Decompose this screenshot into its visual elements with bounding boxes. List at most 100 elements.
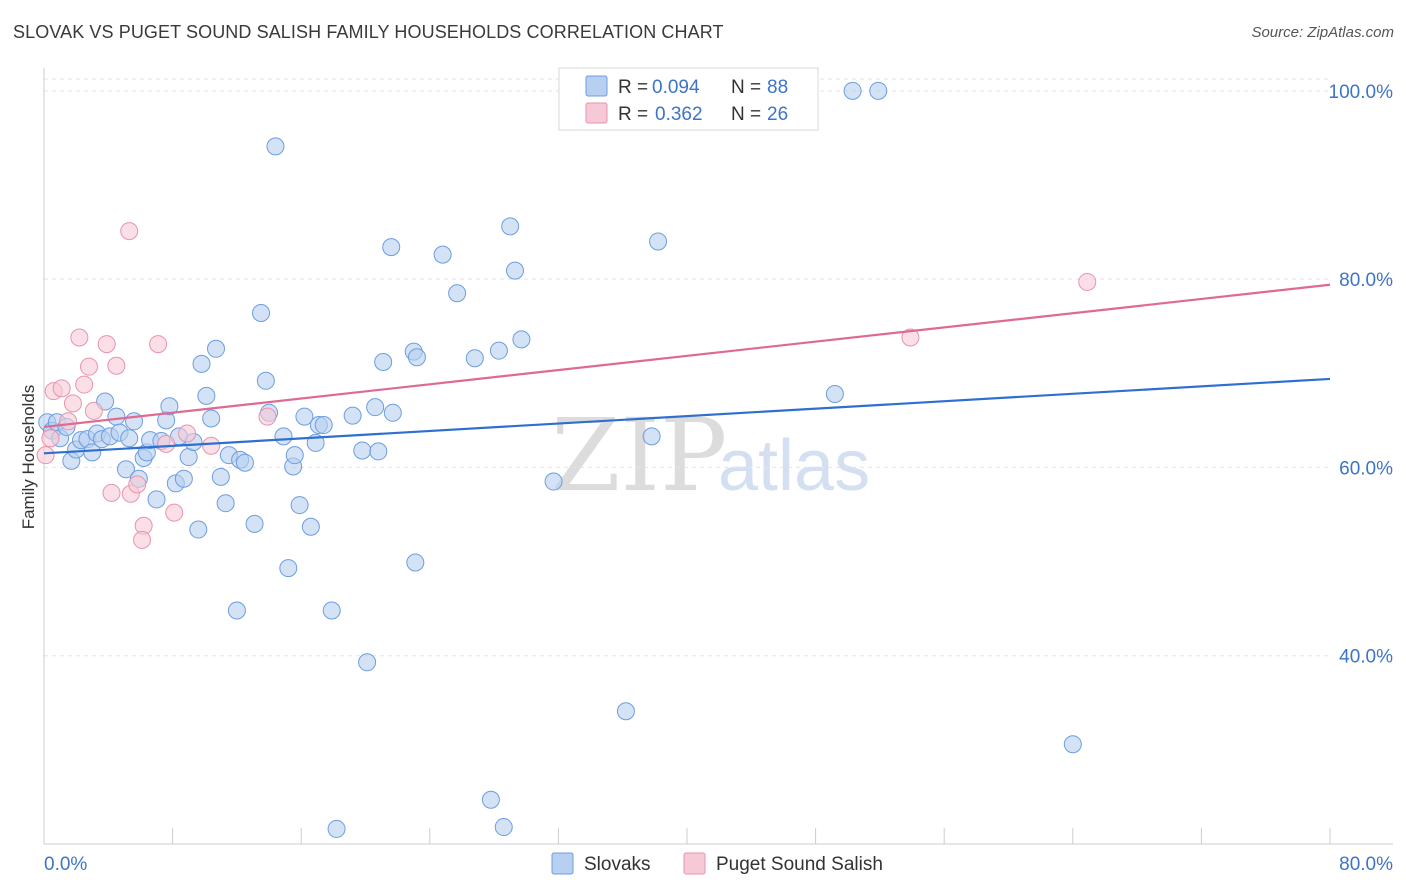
point-series0-64 (369, 442, 388, 461)
point-series0-23 (147, 490, 166, 509)
point-series0-58 (322, 601, 341, 620)
point-series0-66 (382, 238, 401, 257)
point-series0-51 (285, 446, 304, 465)
point-series0-61 (353, 441, 372, 460)
y-tick-label-3: 40.0% (1339, 647, 1393, 668)
point-series0-63 (366, 398, 385, 417)
legend-r-value-slovaks: 0.094 (652, 77, 700, 98)
point-series0-71 (433, 245, 452, 264)
point-series0-70 (406, 553, 425, 572)
chart-source: Source: ZipAtlas.com (1251, 24, 1394, 41)
point-series1-0 (36, 446, 55, 465)
legend-r-value-puget-sound-salish: 0.362 (655, 104, 703, 125)
point-series0-83 (649, 232, 668, 251)
point-series0-37 (211, 467, 230, 486)
point-series0-36 (207, 339, 226, 358)
y-tick-label-2: 60.0% (1339, 458, 1393, 479)
point-series1-23 (258, 407, 277, 426)
watermark-atlas: atlas (718, 426, 870, 506)
point-series0-87 (1063, 735, 1082, 754)
legend-n-value-puget-sound-salish: 26 (767, 104, 788, 125)
legend-bottom: Slovaks Puget Sound Salish (551, 852, 883, 875)
point-series0-48 (274, 427, 293, 446)
point-series0-59 (327, 819, 346, 838)
legend-swatch-slovaks (585, 75, 608, 97)
trend-lines (43, 283, 1331, 455)
point-series1-8 (80, 357, 99, 376)
point-series0-75 (489, 341, 508, 360)
legend-n-label-slovaks: N = (731, 77, 761, 98)
point-series1-10 (97, 335, 116, 354)
point-series0-32 (189, 520, 208, 539)
point-series0-78 (505, 261, 524, 280)
point-series0-30 (179, 448, 198, 467)
gridlines (44, 78, 1330, 657)
point-series1-11 (102, 483, 121, 502)
point-series0-84 (825, 384, 844, 403)
point-series1-21 (178, 424, 197, 443)
trend-line-0 (43, 377, 1331, 455)
chart-title: SLOVAK VS PUGET SOUND SALISH FAMILY HOUS… (13, 22, 724, 42)
point-series0-44 (256, 371, 275, 390)
series-points (36, 81, 1097, 838)
point-series1-12 (107, 356, 126, 375)
legend-r-label-slovaks: R = (618, 77, 648, 98)
point-series1-9 (84, 401, 103, 420)
point-series0-9 (83, 443, 102, 462)
point-series1-6 (70, 328, 89, 347)
y-tick-label-1: 80.0% (1339, 270, 1393, 291)
point-series0-57 (314, 416, 333, 435)
point-series0-43 (252, 304, 271, 323)
point-series0-81 (616, 702, 635, 721)
point-series0-85 (843, 81, 862, 100)
point-series1-19 (157, 434, 176, 453)
point-series0-49 (279, 559, 298, 578)
legend-n-label-puget-sound-salish: N = (731, 104, 761, 125)
point-series1-18 (149, 335, 168, 354)
point-series0-53 (295, 407, 314, 426)
bottom-legend-label-puget-sound-salish: Puget Sound Salish (716, 854, 883, 875)
point-series0-73 (465, 349, 484, 368)
y-axis-title: Family Households (19, 385, 38, 530)
point-series0-46 (227, 601, 246, 620)
point-series0-69 (407, 348, 426, 367)
point-series1-24 (1078, 272, 1097, 291)
legend-n-value-slovaks: 88 (767, 77, 788, 98)
point-series0-60 (343, 406, 362, 425)
series-0 (38, 81, 1082, 838)
point-series0-38 (216, 494, 235, 513)
point-series0-77 (501, 217, 520, 236)
point-series0-74 (481, 790, 500, 809)
point-series1-4 (59, 412, 78, 431)
point-series0-72 (448, 284, 467, 303)
point-series0-67 (383, 403, 402, 422)
trend-line-1 (43, 283, 1331, 429)
point-series0-16 (116, 460, 135, 479)
y-tick-label-0: 100.0% (1329, 82, 1394, 103)
point-series0-33 (192, 354, 211, 373)
y-tick-labels: 100.0% 80.0% 60.0% 40.0% (1329, 82, 1394, 668)
point-series0-17 (120, 429, 139, 448)
point-series1-17 (133, 530, 152, 549)
point-series0-47 (266, 137, 285, 156)
point-series0-54 (301, 517, 320, 536)
bottom-legend-swatch-puget-sound-salish (683, 852, 706, 875)
point-series1-13 (120, 222, 139, 241)
point-series0-14 (107, 407, 126, 426)
point-series0-86 (869, 81, 888, 100)
point-series0-65 (374, 352, 393, 371)
point-series1-15 (128, 475, 147, 494)
point-series0-52 (290, 496, 309, 515)
legend-r-label-puget-sound-salish: R = (618, 104, 648, 125)
point-series0-80 (544, 472, 563, 491)
point-series0-42 (245, 514, 264, 533)
bottom-legend-label-slovaks: Slovaks (584, 854, 651, 875)
point-series0-82 (642, 427, 661, 446)
point-series0-26 (160, 397, 179, 416)
point-series1-5 (63, 394, 82, 413)
point-series0-34 (197, 386, 216, 405)
x-tick-label-left: 0.0% (44, 854, 87, 875)
point-series1-25 (901, 328, 920, 347)
point-series0-62 (358, 653, 377, 672)
